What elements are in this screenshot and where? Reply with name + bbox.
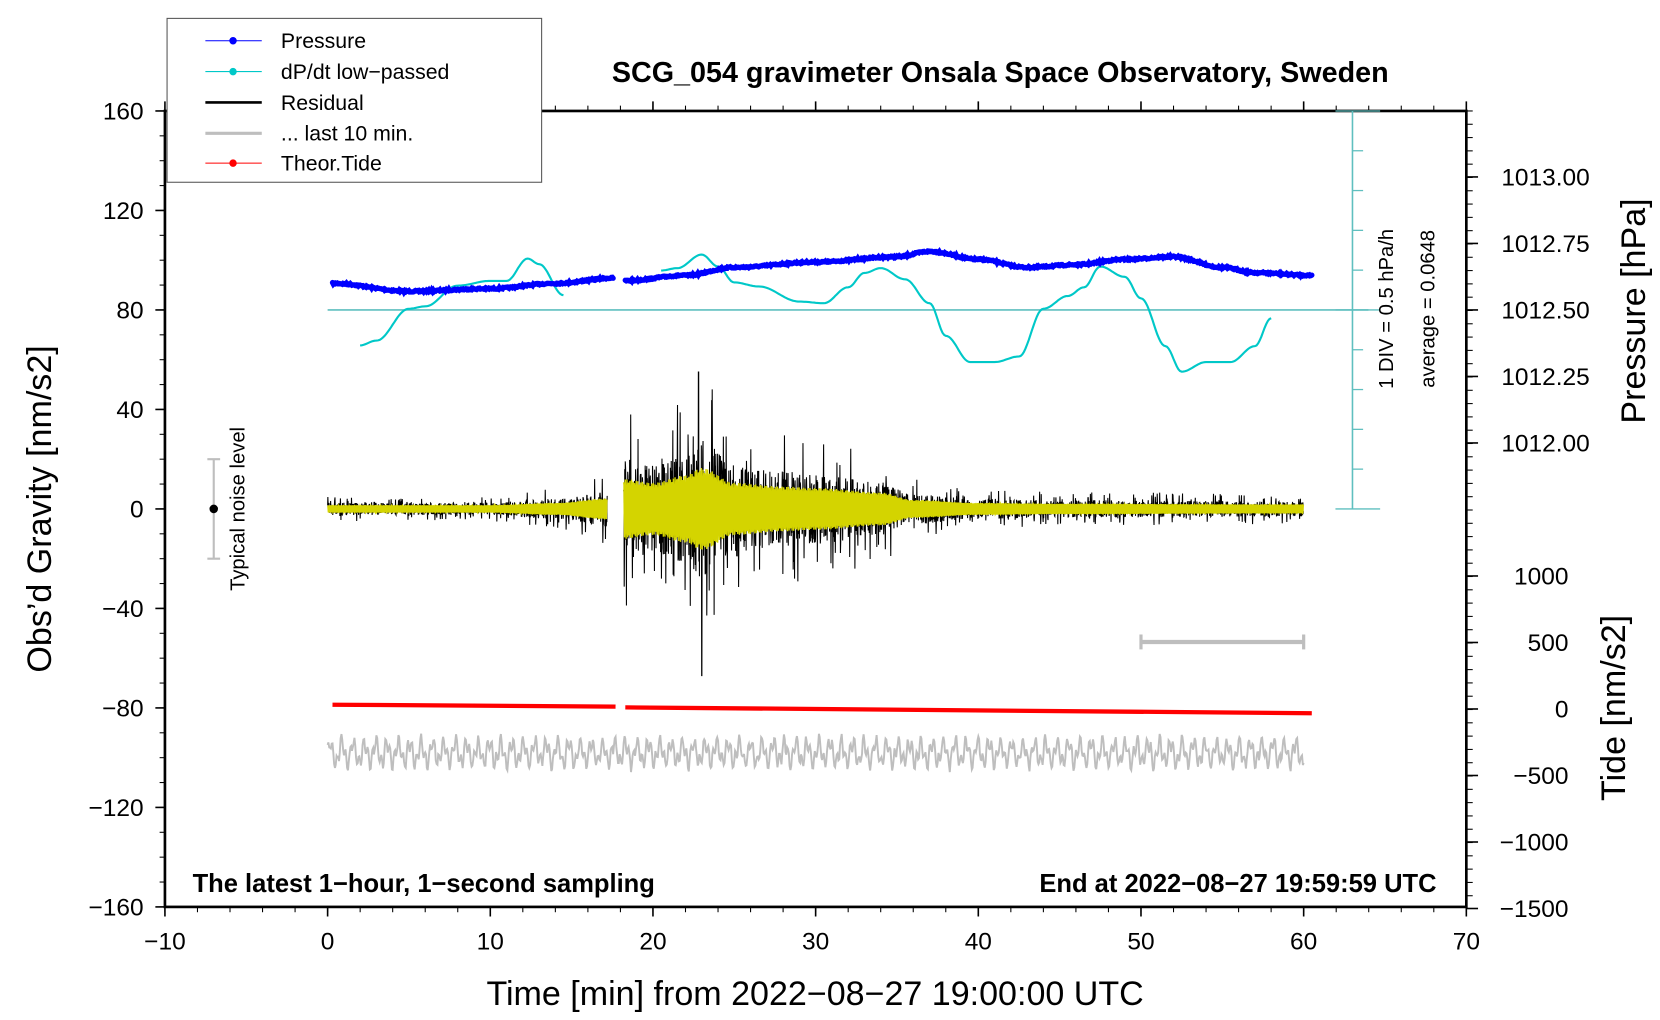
pressure-line (329, 273, 616, 298)
y-tick-label: −160 (89, 894, 144, 921)
x-tick-label: 70 (1453, 928, 1480, 955)
legend: Pressure dP/dt low−passed Residual ... l… (166, 17, 543, 183)
data-marks (207, 110, 1381, 774)
noise-level-label: Typical noise level (228, 427, 250, 591)
legend-residual: Residual (281, 91, 364, 115)
tide-tick-label: 1000 (1514, 563, 1568, 590)
pressure-axis-label: Pressure [hPa] (1615, 198, 1653, 423)
y-tick-label: 160 (103, 98, 144, 125)
legend-tide-marker (229, 159, 237, 167)
pressure-tick-label: 1012.00 (1501, 430, 1589, 457)
pressure-tick-label: 1012.25 (1501, 364, 1589, 391)
sampling-note: The latest 1−hour, 1−second sampling (193, 870, 655, 898)
legend-dpdt: dP/dt low−passed (281, 60, 449, 84)
y-tick-label: −120 (89, 795, 144, 822)
x-tick-label: −10 (144, 928, 186, 955)
last-10-min-line (326, 732, 1305, 774)
x-tick-label: 50 (1127, 928, 1154, 955)
x-tick-label: 60 (1290, 928, 1317, 955)
tide-tick-label: −1500 (1500, 896, 1569, 923)
dpdt-line (360, 257, 564, 347)
end-time-note: End at 2022−08−27 19:59:59 UTC (1039, 870, 1436, 898)
x-tick-label: 0 (321, 928, 335, 955)
residual-smoothed-line (327, 498, 608, 520)
x-tick-label: 20 (639, 928, 666, 955)
tide-tick-label: 500 (1528, 630, 1569, 657)
pressure-line (622, 247, 1315, 287)
legend-tide: Theor.Tide (281, 152, 382, 176)
div-label: 1 DIV = 0.5 hPa/h (1376, 229, 1398, 389)
y-tick-label: 120 (103, 198, 144, 225)
x-tick-label: 30 (802, 928, 829, 955)
legend-last10: ... last 10 min. (281, 122, 413, 146)
pressure-tick-label: 1012.75 (1501, 231, 1589, 258)
tide-line (332, 702, 616, 709)
axis-ticks: −10 0 10 20 30 40 50 60 70 160 120 80 40 0 −40 −80 −120 −… (89, 98, 1590, 955)
y-tick-label: 40 (116, 397, 143, 424)
residual-smoothed-line (622, 467, 1305, 550)
legend-pressure: Pressure (281, 29, 366, 53)
tide-tick-label: 0 (1555, 696, 1569, 723)
noise-level-dot (209, 504, 218, 514)
legend-pressure-marker (229, 37, 237, 45)
tide-line (625, 705, 1312, 716)
legend-dpdt-marker (229, 67, 237, 76)
average-label: average = 0.0648 (1417, 230, 1439, 388)
tide-tick-label: −500 (1513, 763, 1568, 790)
dpdt-line (661, 253, 1272, 373)
x-axis-label: Time [min] from 2022−08−27 19:00:00 UTC (486, 975, 1143, 1013)
y-tick-label: 80 (116, 297, 143, 324)
pressure-tick-label: 1013.00 (1501, 164, 1589, 191)
x-tick-label: 10 (477, 928, 504, 955)
y-tick-label: 0 (130, 496, 144, 523)
tide-tick-label: −1000 (1500, 830, 1569, 857)
chart-title: SCG_054 gravimeter Onsala Space Observat… (612, 57, 1389, 89)
y-tick-label: −40 (102, 596, 144, 623)
x-tick-label: 40 (965, 928, 992, 955)
y-tick-label: −80 (102, 695, 144, 722)
pressure-tick-label: 1012.50 (1501, 297, 1589, 324)
y-axis-label: Obs’d Gravity [nm/s2] (21, 345, 59, 672)
tide-axis-label: Tide [nm/s2] (1595, 615, 1633, 801)
